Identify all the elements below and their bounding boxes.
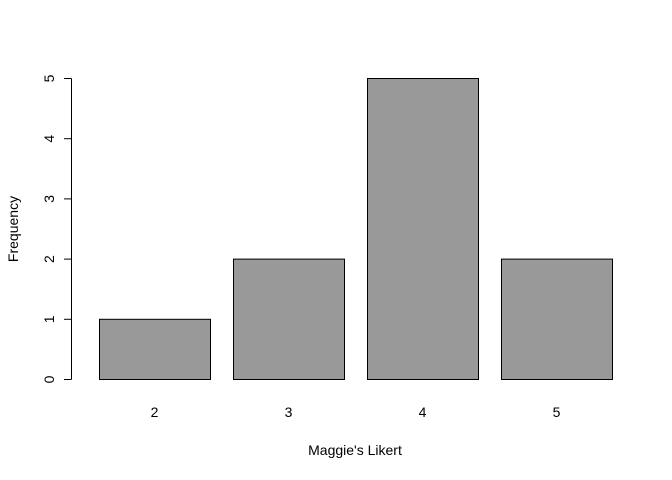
bar-3 xyxy=(233,258,345,381)
y-tick-label-5: 5 xyxy=(41,74,57,82)
x-tick-label-2: 2 xyxy=(151,404,159,420)
y-tick-label-3: 3 xyxy=(41,195,57,203)
bar-2 xyxy=(99,318,211,380)
y-axis: 0 1 2 3 4 5 xyxy=(41,74,72,383)
bar-4 xyxy=(367,78,479,380)
y-tick-label-0: 0 xyxy=(41,375,57,383)
y-tick-label-1: 1 xyxy=(41,315,57,323)
x-tick-label-5: 5 xyxy=(553,404,561,420)
y-tick-label-4: 4 xyxy=(41,135,57,143)
bar-5 xyxy=(501,258,613,381)
bars-group xyxy=(99,78,613,381)
x-tick-labels: 2 3 4 5 xyxy=(151,404,561,420)
x-tick-label-4: 4 xyxy=(419,404,427,420)
x-axis-title: Maggie's Likert xyxy=(308,442,402,458)
y-axis-title: Frequency xyxy=(5,196,21,262)
y-tick-label-2: 2 xyxy=(41,255,57,263)
x-tick-label-3: 3 xyxy=(285,404,293,420)
